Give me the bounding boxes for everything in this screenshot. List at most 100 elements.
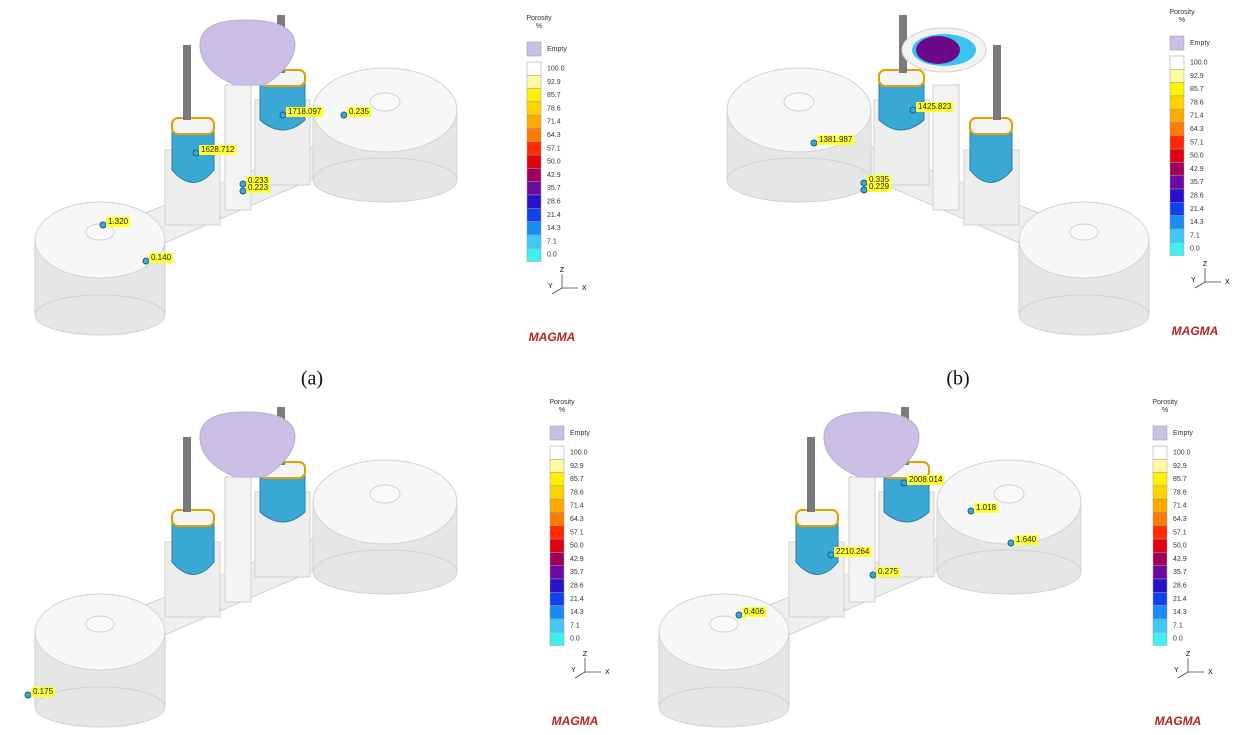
- shrinkage: [172, 130, 214, 183]
- legend-label: 7.1: [547, 238, 557, 245]
- legend-swatch: [1170, 229, 1184, 242]
- legend-label: 42.9: [547, 172, 561, 179]
- legend-label: 100.0: [570, 449, 588, 456]
- disk-hub: [370, 485, 400, 503]
- legend-label: 0.0: [547, 252, 557, 259]
- legend-unit: %: [559, 407, 565, 414]
- legend-swatch: [1170, 36, 1184, 50]
- legend-label: Empty: [1173, 430, 1193, 437]
- legend-swatch: [1170, 242, 1184, 255]
- callout-label: 1425.823: [918, 102, 952, 111]
- callout-label: 1381.987: [819, 135, 853, 144]
- shrinkage: [796, 522, 838, 575]
- legend-swatch: [550, 426, 564, 440]
- legend-swatch: [1153, 632, 1167, 645]
- legend-label: 85.7: [547, 92, 561, 99]
- defect-marker: [1008, 540, 1014, 546]
- legend-label: 57.1: [570, 529, 584, 536]
- legend-label: 78.6: [570, 489, 584, 496]
- legend-label: 71.4: [1173, 503, 1187, 510]
- legend-label: 50.0: [1190, 153, 1204, 160]
- legend-swatch: [550, 579, 564, 592]
- axis-triad: [575, 658, 601, 678]
- legend-label: 35.7: [1173, 569, 1187, 576]
- legend-swatch: [1170, 109, 1184, 122]
- legend-title: Porosity: [549, 399, 575, 406]
- axis-label: X: [582, 285, 587, 292]
- legend-swatch: [1153, 499, 1167, 512]
- legend-label: 50.0: [547, 159, 561, 166]
- axis-label: Y: [1191, 277, 1196, 284]
- legend-label: 100.0: [1173, 449, 1191, 456]
- legend-swatch: [550, 446, 564, 459]
- callout-label: 0.275: [878, 567, 899, 576]
- panel: 2008.0141.0182210.2641.6400.2750.406Poro…: [659, 399, 1213, 728]
- rod: [993, 45, 1001, 120]
- callout-label: 0.235: [349, 107, 370, 116]
- disk-hub: [370, 93, 400, 111]
- legend-label: 7.1: [570, 622, 580, 629]
- axis-label: Z: [1186, 651, 1191, 658]
- legend-label: 35.7: [547, 185, 561, 192]
- disk-hub: [994, 485, 1024, 503]
- defect-marker: [811, 140, 817, 146]
- legend-label: 57.1: [547, 145, 561, 152]
- shrinkage: [260, 472, 305, 522]
- defect-marker: [100, 222, 106, 228]
- legend-swatch: [1170, 176, 1184, 189]
- defect-marker: [193, 150, 199, 156]
- legend-swatch: [1170, 69, 1184, 82]
- sprue: [225, 477, 251, 602]
- shrinkage: [260, 80, 305, 130]
- legend-label: 35.7: [570, 569, 584, 576]
- callout-label: 2008.014: [909, 475, 943, 484]
- logo: MAGMA: [552, 714, 599, 728]
- disk-bottom: [937, 550, 1081, 594]
- legend-swatch: [1153, 446, 1167, 459]
- legend-label: 7.1: [1173, 622, 1183, 629]
- legend-label: 71.4: [570, 503, 584, 510]
- legend-swatch: [550, 526, 564, 539]
- legend-label: Empty: [570, 430, 590, 437]
- axis-triad: [552, 274, 578, 294]
- legend-swatch: [1153, 513, 1167, 526]
- sprue: [849, 477, 875, 602]
- legend-swatch: [527, 142, 541, 155]
- legend-label: 28.6: [570, 582, 584, 589]
- rod: [183, 45, 191, 120]
- legend-swatch: [1170, 202, 1184, 215]
- legend-label: 57.1: [1190, 139, 1204, 146]
- defect-marker: [861, 180, 867, 186]
- legend-label: 21.4: [570, 596, 584, 603]
- legend-label: 28.6: [1173, 582, 1187, 589]
- legend-label: 42.9: [1173, 556, 1187, 563]
- legend-label: 14.3: [1190, 219, 1204, 226]
- legend-label: 71.4: [547, 119, 561, 126]
- legend-swatch: [550, 552, 564, 565]
- legend-label: 64.3: [1173, 516, 1187, 523]
- legend-swatch: [1153, 579, 1167, 592]
- legend-label: 50.0: [1173, 543, 1187, 550]
- disk-bottom: [35, 295, 165, 335]
- legend-swatch: [527, 89, 541, 102]
- disk-bottom: [313, 550, 457, 594]
- legend-label: 78.6: [1173, 489, 1187, 496]
- legend-label: 42.9: [570, 556, 584, 563]
- defect-marker: [280, 112, 286, 118]
- pouring-cup-core: [916, 36, 960, 64]
- legend-label: 64.3: [570, 516, 584, 523]
- legend-swatch: [550, 592, 564, 605]
- legend-swatch: [550, 606, 564, 619]
- legend-swatch: [550, 513, 564, 526]
- legend-label: 21.4: [1173, 596, 1187, 603]
- legend-title: Porosity: [1169, 9, 1195, 16]
- legend-label: 28.6: [1190, 192, 1204, 199]
- legend-swatch: [550, 459, 564, 472]
- legend-label: 71.4: [1190, 113, 1204, 120]
- legend-swatch: [1170, 149, 1184, 162]
- logo: MAGMA: [1172, 324, 1219, 338]
- axis-triad: [1195, 268, 1221, 288]
- legend-label: 14.3: [1173, 609, 1187, 616]
- legend-label: 100.0: [1190, 59, 1208, 66]
- legend-label: 64.3: [547, 132, 561, 139]
